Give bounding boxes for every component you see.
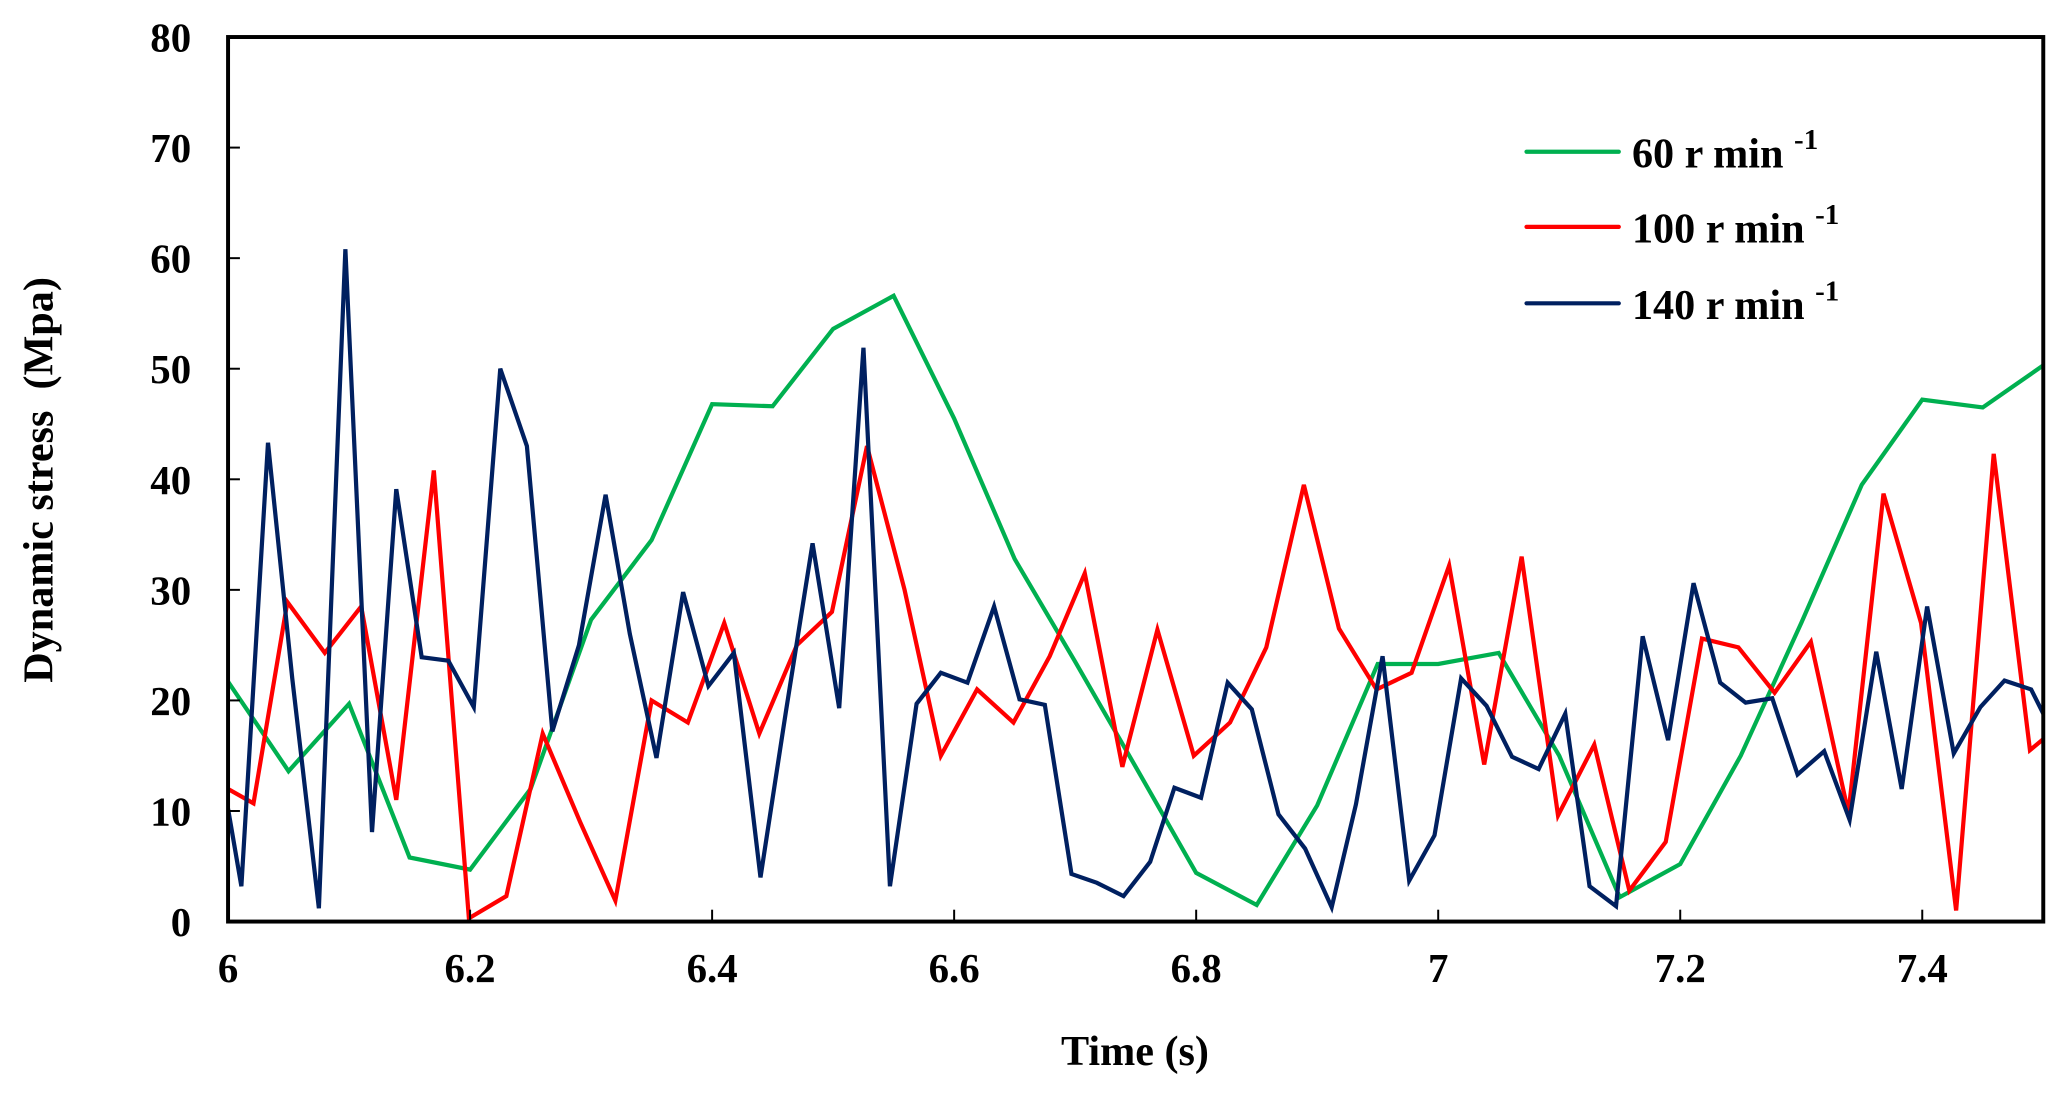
y-tick-label: 60 <box>150 237 191 282</box>
legend-label-text: 140 r min <box>1632 282 1815 329</box>
series-line-140-rpm <box>228 249 2044 914</box>
legend-label-superscript: -1 <box>1815 276 1839 308</box>
legend-label: 140 r min -1 <box>1632 276 1839 329</box>
legend-item: 60 r min -1 <box>1524 124 1818 178</box>
y-tick-label: 20 <box>150 679 191 724</box>
y-tick-label: 10 <box>150 789 191 834</box>
y-tick-label: 30 <box>150 568 191 613</box>
y-tick-label: 40 <box>150 458 191 503</box>
legend-label-superscript: -1 <box>1815 199 1839 231</box>
x-tick-label: 7.4 <box>1897 946 1948 991</box>
series-line-100-rpm <box>228 445 2044 922</box>
x-tick-label: 7.2 <box>1655 946 1706 991</box>
y-tick-label: 0 <box>171 900 191 945</box>
x-tick-label: 7 <box>1428 946 1448 991</box>
legend-label: 100 r min -1 <box>1632 199 1839 252</box>
x-tick-label: 6 <box>218 946 238 991</box>
legend-item: 100 r min -1 <box>1524 199 1839 253</box>
legend-item: 140 r min -1 <box>1524 276 1839 329</box>
x-tick-label: 6.4 <box>687 946 738 991</box>
y-tick-label: 80 <box>150 16 191 61</box>
series-layer <box>228 249 2044 922</box>
ticks-layer: 6 6.2 6.4 6.6 6.8 7 7.2 7.4 0 10 20 30 40 50 60 70 80 <box>150 16 1948 992</box>
y-axis-title: Dynamic stress (Mpa) <box>16 277 63 683</box>
legend-label-text: 60 r min <box>1632 131 1794 178</box>
x-tick-label: 6.6 <box>929 946 980 991</box>
legend-label: 60 r min -1 <box>1632 124 1818 177</box>
y-tick-label: 70 <box>150 126 191 171</box>
x-axis-title: Time (s) <box>1061 1028 1209 1075</box>
legend-label-superscript: -1 <box>1794 124 1818 156</box>
y-tick-label: 50 <box>150 347 191 392</box>
x-tick-label: 6.8 <box>1171 946 1222 991</box>
x-tick-label: 6.2 <box>445 946 496 991</box>
legend-label-text: 100 r min <box>1632 206 1815 253</box>
